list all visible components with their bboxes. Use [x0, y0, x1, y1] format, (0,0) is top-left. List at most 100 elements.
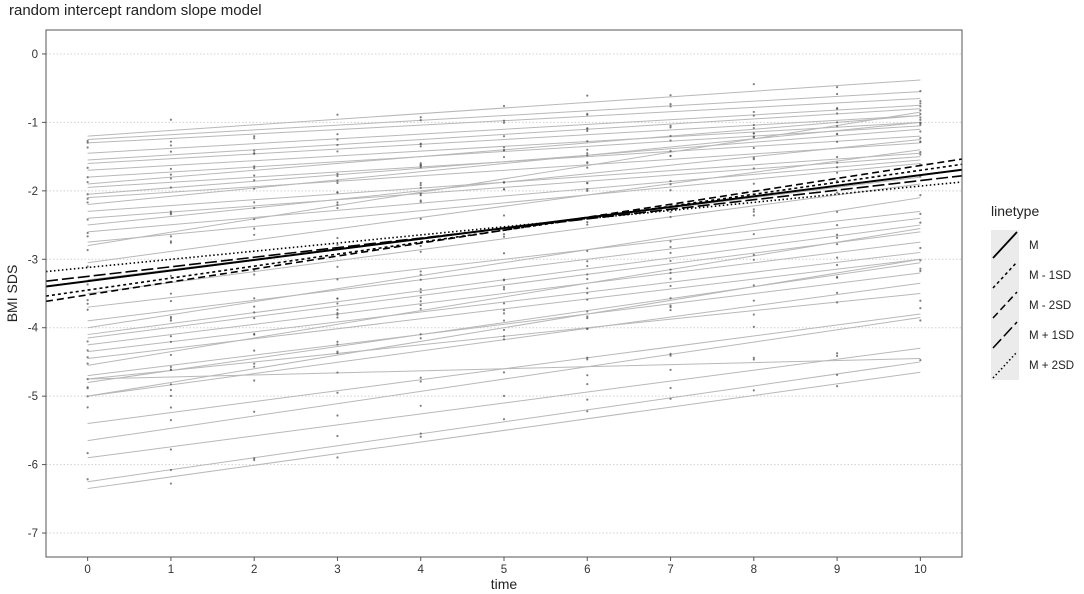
observation-point: [419, 376, 422, 379]
observation-point: [835, 373, 839, 377]
observation-point: [669, 103, 672, 106]
observation-point: [586, 358, 589, 361]
observation-point: [502, 319, 506, 322]
observation-point: [669, 183, 672, 186]
observation-point: [835, 171, 839, 174]
axis-ticks-layer: 0 1 2 3 4 5 6 7 8 9 10 0 -1 -2 -3 -4 -5 -6 -7: [28, 49, 927, 576]
observation-point: [752, 110, 755, 114]
observation-point: [752, 210, 755, 213]
observation-point: [752, 258, 755, 261]
observation-point: [835, 385, 839, 388]
observation-point: [586, 260, 589, 263]
observation-point: [586, 189, 589, 192]
observation-point: [336, 206, 339, 210]
observation-point: [253, 201, 256, 204]
legend-label: M - 2SD: [1029, 300, 1071, 312]
observation-point: [86, 180, 89, 184]
observation-point: [336, 181, 339, 185]
observation-point: [86, 452, 89, 455]
observation-point: [253, 273, 256, 276]
observation-point: [835, 236, 839, 239]
observation-point: [253, 365, 256, 368]
observation-point: [419, 119, 422, 122]
observation-point: [586, 182, 589, 185]
observation-point: [169, 468, 173, 472]
observation-point: [752, 208, 755, 211]
observation-point: [835, 107, 839, 110]
individual-line: [87, 156, 921, 219]
observation-point: [86, 201, 89, 204]
individual-line: [87, 316, 921, 442]
individual-line: [87, 111, 921, 247]
observation-point: [253, 362, 256, 365]
observation-point: [502, 135, 506, 138]
observation-point: [502, 312, 506, 315]
y-tick-label: -3: [28, 254, 38, 266]
observation-point: [586, 298, 589, 301]
observation-point: [169, 240, 173, 243]
y-tick-label: 0: [32, 49, 38, 61]
observation-point: [752, 214, 755, 217]
y-tick-label: -4: [28, 323, 39, 335]
individual-line: [87, 217, 921, 322]
observation-point: [86, 298, 89, 302]
observation-point: [253, 179, 256, 182]
observation-point: [669, 268, 672, 271]
observation-point: [336, 201, 339, 204]
observation-point: [669, 189, 672, 192]
y-tick-label: -2: [28, 186, 38, 198]
individual-line: [87, 361, 921, 483]
individual-line: [87, 183, 921, 294]
observation-point: [919, 137, 922, 140]
observation-point: [419, 278, 422, 281]
observation-point: [586, 112, 589, 115]
individual-line: [87, 231, 921, 339]
observation-point: [336, 150, 339, 153]
individual-line: [87, 128, 921, 195]
observation-point: [86, 197, 89, 200]
observation-point: [502, 235, 506, 238]
observation-point: [752, 233, 755, 236]
observation-point: [919, 130, 922, 133]
legend-label: M - 1SD: [1029, 270, 1071, 282]
observation-point: [86, 176, 89, 179]
observation-point: [169, 383, 173, 386]
individual-line: [87, 115, 921, 164]
observation-point: [586, 154, 589, 157]
observation-point: [253, 297, 256, 300]
observation-point: [86, 218, 89, 221]
observation-point: [169, 448, 173, 451]
observation-point: [669, 154, 672, 157]
observation-point: [502, 309, 506, 312]
observation-point: [586, 166, 589, 169]
x-tick-label: 2: [251, 564, 257, 576]
observation-point: [419, 217, 422, 220]
observation-point: [419, 432, 422, 435]
observation-point: [669, 240, 672, 243]
observation-point: [586, 327, 589, 331]
observation-point: [253, 137, 256, 140]
observation-point: [502, 418, 506, 421]
observation-point: [669, 105, 672, 108]
observation-point: [502, 155, 506, 159]
observation-point: [835, 301, 839, 304]
observation-point: [919, 246, 922, 250]
observation-point: [253, 149, 256, 152]
observation-point: [419, 333, 422, 336]
observation-point: [336, 313, 339, 316]
observation-point: [919, 221, 922, 224]
observation-point: [336, 243, 339, 246]
observation-point: [919, 105, 922, 108]
observation-point: [253, 458, 256, 462]
observation-point: [336, 278, 339, 281]
observation-point: [752, 146, 755, 150]
mean-line-mminus2sd: [45, 158, 963, 303]
observation-point: [669, 134, 672, 138]
observation-point: [169, 340, 173, 343]
observation-point: [419, 337, 422, 340]
observation-point: [336, 113, 339, 116]
observation-point: [253, 333, 256, 336]
observation-point: [835, 121, 839, 124]
observation-point: [586, 223, 589, 226]
